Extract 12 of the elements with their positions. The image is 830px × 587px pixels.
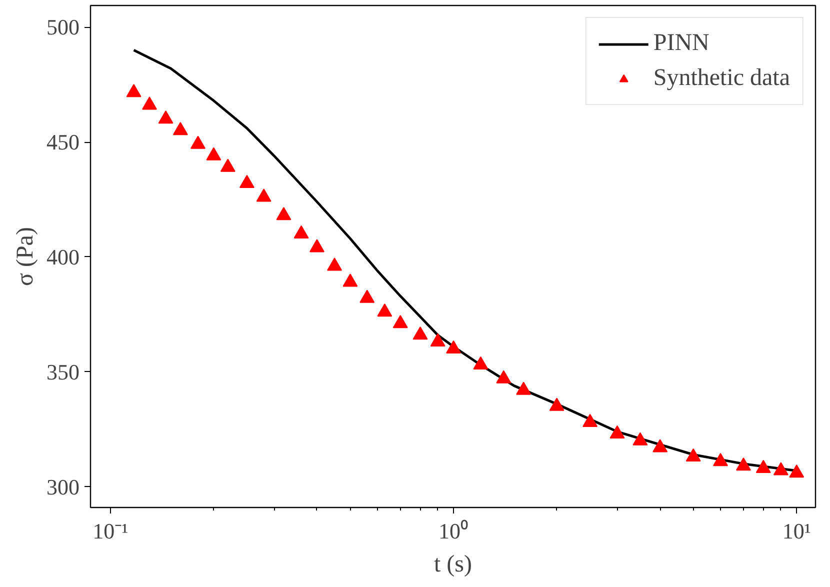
- y-tick-label: 300: [46, 474, 80, 500]
- y-tick-label: 450: [46, 130, 80, 155]
- y-tick-label: 500: [46, 14, 80, 40]
- x-axis-title: t (s): [434, 552, 472, 578]
- legend-label: PINN: [653, 30, 710, 57]
- x-tick-label: 10¹: [782, 518, 811, 544]
- y-tick-label: 400: [46, 244, 80, 270]
- x-tick-label: 10⁻¹: [92, 518, 128, 544]
- y-axis-title: σ (Pa): [12, 227, 38, 286]
- legend-label: Synthetic data: [653, 65, 790, 92]
- x-tick-label: 10⁰: [438, 518, 469, 544]
- y-tick-label: 350: [46, 359, 80, 384]
